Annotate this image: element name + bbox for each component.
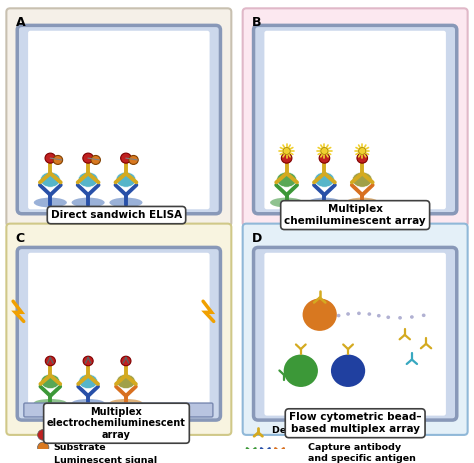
Text: Flow cytometric bead–
based multiplex array: Flow cytometric bead– based multiplex ar… <box>289 413 421 434</box>
Ellipse shape <box>34 198 67 207</box>
Circle shape <box>330 354 366 388</box>
Ellipse shape <box>346 198 379 207</box>
Text: Direct sandwich ELISA: Direct sandwich ELISA <box>51 210 182 220</box>
Circle shape <box>283 354 319 388</box>
Circle shape <box>302 298 337 332</box>
Circle shape <box>40 457 46 463</box>
Circle shape <box>83 356 93 366</box>
Circle shape <box>386 315 390 319</box>
Circle shape <box>129 156 138 164</box>
Circle shape <box>357 312 361 315</box>
Text: ELECTRODE: ELECTRODE <box>98 408 139 413</box>
Text: D: D <box>252 232 263 245</box>
Ellipse shape <box>34 399 67 407</box>
FancyBboxPatch shape <box>254 25 457 214</box>
Ellipse shape <box>270 198 303 207</box>
Circle shape <box>46 356 55 366</box>
Text: Capture antibody
and specific antigen: Capture antibody and specific antigen <box>308 443 416 463</box>
Text: Detection antibody: Detection antibody <box>273 426 375 435</box>
FancyBboxPatch shape <box>254 247 457 420</box>
Ellipse shape <box>40 172 60 187</box>
Circle shape <box>337 314 340 317</box>
Circle shape <box>410 315 414 319</box>
Circle shape <box>91 156 100 164</box>
FancyBboxPatch shape <box>17 247 220 420</box>
Text: B: B <box>252 16 262 29</box>
Circle shape <box>37 430 49 440</box>
Circle shape <box>367 312 371 316</box>
FancyBboxPatch shape <box>17 25 220 214</box>
Ellipse shape <box>79 374 98 388</box>
Ellipse shape <box>109 399 143 407</box>
Circle shape <box>398 316 402 319</box>
FancyBboxPatch shape <box>28 31 210 209</box>
Text: Luminescent signal: Luminescent signal <box>54 456 157 463</box>
Circle shape <box>121 356 131 366</box>
Circle shape <box>359 148 366 154</box>
Ellipse shape <box>116 172 136 187</box>
Ellipse shape <box>308 198 341 207</box>
FancyBboxPatch shape <box>6 8 231 226</box>
Circle shape <box>319 153 330 163</box>
Circle shape <box>357 153 367 163</box>
FancyBboxPatch shape <box>28 253 210 416</box>
Text: Enzyme: Enzyme <box>54 431 95 439</box>
Ellipse shape <box>109 198 143 207</box>
Circle shape <box>83 153 93 163</box>
Ellipse shape <box>277 172 297 187</box>
FancyBboxPatch shape <box>243 8 468 226</box>
Circle shape <box>282 153 292 163</box>
FancyBboxPatch shape <box>6 224 231 435</box>
FancyBboxPatch shape <box>264 253 446 416</box>
Text: Substrate: Substrate <box>54 443 106 452</box>
Text: C: C <box>16 232 25 245</box>
Circle shape <box>45 153 55 163</box>
Circle shape <box>121 153 131 163</box>
Ellipse shape <box>72 399 105 407</box>
FancyBboxPatch shape <box>264 31 446 209</box>
Circle shape <box>377 314 381 318</box>
FancyBboxPatch shape <box>24 403 213 417</box>
Circle shape <box>346 312 350 316</box>
Ellipse shape <box>41 374 60 388</box>
Ellipse shape <box>72 198 105 207</box>
Circle shape <box>422 313 426 317</box>
Text: Multiplex
electrochemiluminescent
array: Multiplex electrochemiluminescent array <box>47 407 186 440</box>
Ellipse shape <box>315 172 334 187</box>
Circle shape <box>37 442 49 453</box>
Text: Multiplex
chemiluminescent array: Multiplex chemiluminescent array <box>284 204 426 226</box>
Circle shape <box>53 156 63 164</box>
FancyBboxPatch shape <box>243 224 468 435</box>
Circle shape <box>321 148 328 154</box>
Ellipse shape <box>352 172 372 187</box>
Ellipse shape <box>117 374 136 388</box>
Circle shape <box>283 148 290 154</box>
Ellipse shape <box>78 172 98 187</box>
Text: A: A <box>16 16 26 29</box>
